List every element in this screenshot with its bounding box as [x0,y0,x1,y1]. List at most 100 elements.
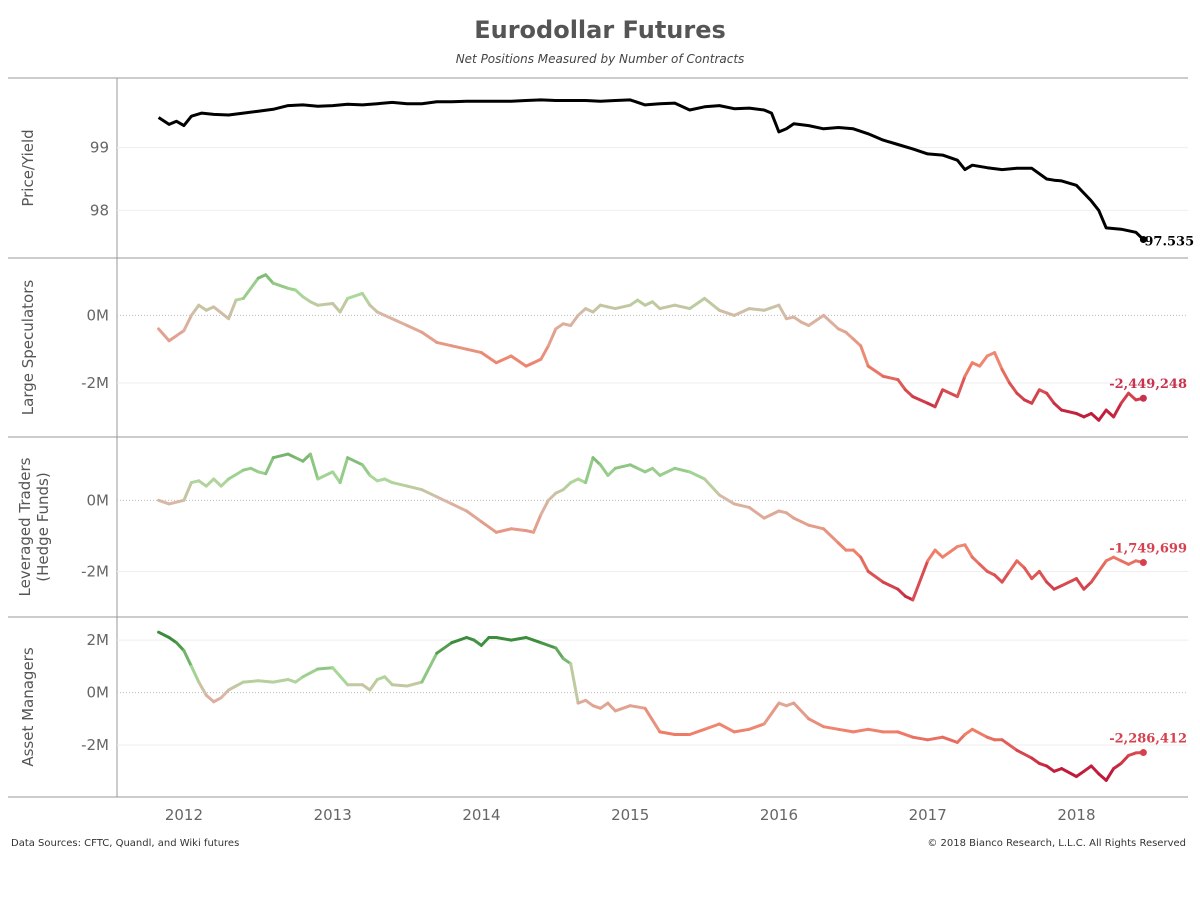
series-segment [360,463,372,477]
series-segment [859,344,870,368]
series-segment [479,351,498,365]
series-segment [157,630,171,639]
series-segment [197,479,208,488]
series-segment [703,296,721,312]
end-value-label: -2,449,248 [1109,377,1187,392]
panel-2: 0M -2M Large Speculators -2,449,248 [19,273,1188,422]
series-segment [851,548,863,559]
series-segment [346,456,364,467]
series-segment [271,281,290,290]
end-value-label: 97.535 [1144,235,1194,250]
y-tick-label: -2M [81,562,109,580]
series-segment [331,302,342,314]
series-segment [157,498,171,506]
series-segment [256,679,275,684]
y-tick-label: -2M [81,374,109,392]
series-segment [970,727,989,739]
series-segment [822,725,840,731]
series-segment [368,678,379,692]
end-value-label: -2,286,412 [1109,732,1187,747]
series-segment [1074,577,1086,591]
series-segment [1052,401,1064,412]
series-segment [561,481,573,492]
series-segment [911,559,930,602]
series-segment [613,463,632,470]
series-segment [264,273,275,285]
series-segment [390,317,409,327]
series-segment [479,520,498,534]
series-segment [851,727,870,734]
y-tick-label: 2M [87,631,110,649]
series-segment [346,291,364,300]
series-segment [1104,767,1116,782]
chart-frame [8,77,1188,798]
series-segment [658,303,677,311]
series-segment [926,735,945,742]
series-segment [264,456,275,476]
series-segment [182,481,193,502]
series-segment [1015,559,1026,570]
series-segment [1074,769,1086,778]
series-segment [1060,577,1078,588]
series-segment [993,573,1004,584]
series-segment [970,555,982,566]
y-tick-label: 0M [87,306,110,324]
series-segment [866,364,885,378]
series-segment [465,509,483,524]
series-segment [688,296,707,311]
y-tick-label: 99 [90,139,109,157]
series-segment [941,545,959,559]
series-segment [569,313,580,327]
series-segment [859,555,870,573]
series-segment [933,388,945,409]
x-tick-label: 2017 [909,806,947,824]
y-axis-title: Leveraged Traders(Hedge Funds) [16,457,52,596]
x-tick-label: 2013 [314,806,352,824]
y-tick-label: 98 [90,201,109,219]
chart-subtitle: Net Positions Measured by Number of Cont… [455,52,745,66]
series-segment [1097,559,1108,573]
series-segment [792,701,811,721]
series-segment [963,361,974,378]
series-segment [1008,381,1019,395]
series-segment [941,388,959,399]
series-segment [822,313,840,331]
series-segment [1045,580,1056,591]
series-segment [204,477,216,488]
series-segment [643,706,662,734]
series-segment [807,717,826,729]
series-segment [955,374,967,399]
series-segment [368,303,379,314]
series-segment [933,548,945,559]
series-segment [539,641,558,650]
series-segment [465,347,483,355]
series-segment [405,324,424,334]
series-segment [1000,569,1011,584]
series-segment [732,727,751,734]
series-segment [301,667,320,679]
series-segment [598,701,610,710]
series-segment [836,727,855,734]
end-value-label: -1,749,699 [1109,542,1187,557]
series-segment [294,675,305,684]
series-segment [197,303,208,312]
series-segment [606,466,617,477]
series-segment [561,657,573,666]
series-segment [836,541,848,552]
series-segment [1112,761,1123,771]
series-segment [1037,569,1049,584]
end-point-marker [1139,236,1147,244]
series-segment [978,354,989,368]
series-segment [212,477,223,488]
series-segment [762,303,781,312]
panel-4: 2M 0M -2M Asset Managers -2,286,412 [19,630,1188,782]
series-segment [673,303,692,311]
series-segment [978,562,989,573]
series-segment [546,491,558,502]
series-segment [851,337,863,348]
series-segment [1112,401,1123,419]
end-point-marker [1139,749,1147,757]
series-segment [316,470,335,481]
series-segment [807,313,826,327]
series-segment [792,315,803,324]
